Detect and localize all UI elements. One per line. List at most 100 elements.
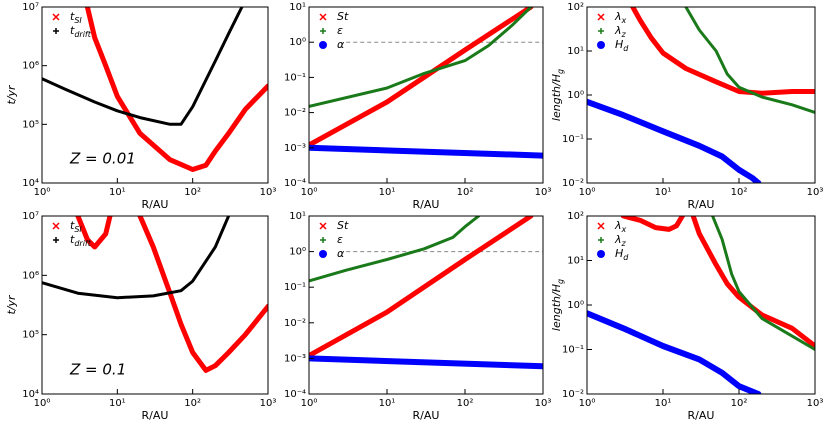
x-tick-label: 10⁰ [579,187,596,198]
x-tick-label: 10⁰ [34,398,51,409]
y-tick-label: 10⁻¹ [562,134,584,145]
annotation: Z = 0.01 [69,150,136,168]
series-line [309,7,534,148]
x-tick-label: 10¹ [379,187,396,198]
x-axis-label: R/AU [142,198,169,211]
legend-sub: drift [74,239,91,248]
legend-name: t [70,219,75,232]
y-axis-label-sub: g [556,279,565,284]
y-tick-label: 10⁶ [22,270,39,281]
x-tick-label: 10⁰ [34,187,51,198]
y-tick-label: 10⁻⁴ [284,178,306,189]
y-tick-label: 10⁵ [22,330,39,341]
annotation: Z = 0.1 [69,361,126,379]
legend-sub: x [621,16,627,25]
series-line [587,98,762,183]
legend-name: λ [614,10,622,23]
x-tick-label: 10⁰ [301,398,318,409]
x-tick-label: 10⁰ [579,398,596,409]
legend-label: Hd [615,247,629,262]
legend-marker [52,13,60,21]
legend-marker [597,250,605,258]
y-tick-label: 10⁻¹ [562,345,584,356]
legend-label: α [337,247,345,260]
series-line [309,7,533,108]
plot-area [587,7,815,183]
legend-label: ε [337,24,343,37]
x-tick-label: 10³ [807,187,824,198]
legend-sub: drift [74,30,91,39]
y-axis-label-main: length/H [550,284,563,331]
series-line [84,7,268,172]
y-tick-label: 10⁰ [567,300,584,311]
legend-label: λz [614,233,627,248]
plot-area [309,7,543,159]
legend-name: α [337,38,345,51]
y-tick-label: 10⁷ [22,211,39,222]
x-tick-label: 10² [184,187,201,198]
series-line [75,216,268,373]
legend-label: tSI [70,10,82,25]
legend-name: λ [614,219,622,232]
legend-sub: z [621,239,627,248]
y-tick-label: 10⁻¹ [284,282,306,293]
x-tick-label: 10² [731,187,748,198]
legend-marker [598,28,604,34]
series-line [42,216,231,300]
legend-marker [319,41,327,49]
legend-label: tdrift [70,24,92,39]
legend-name: ε [337,24,343,37]
y-tick-label: 10⁰ [289,37,306,48]
y-tick-label: 10⁻² [284,108,306,119]
legend-sub: SI [74,225,82,234]
plot-area [42,7,268,172]
x-tick-label: 10³ [807,398,824,409]
y-tick-label: 10² [567,2,584,13]
y-tick-label: 10⁻² [562,178,584,189]
y-tick-label: 10¹ [289,211,306,222]
y-axis-label: length/Hg [550,69,565,121]
legend-marker [597,222,605,230]
x-tick-label: 10¹ [109,398,126,409]
legend-label: ε [337,233,343,246]
legend-label: λx [614,10,627,25]
axes-frame [41,215,269,395]
y-tick-label: 10⁻³ [284,143,306,154]
y-tick-label: 10⁰ [567,90,584,101]
y-tick-label: 10² [567,211,584,222]
legend-marker [319,13,327,21]
y-axis-label-main: t/yr [5,294,18,315]
y-tick-label: 10⁻² [562,389,584,400]
y-tick-label: 10⁶ [22,61,39,72]
legend-label: α [337,38,345,51]
y-tick-label: 10⁻² [284,318,306,329]
x-tick-label: 10¹ [379,398,396,409]
legend-marker [319,250,327,258]
plot-area [587,216,815,394]
legend-label: λz [614,24,627,39]
series-line [684,7,815,114]
axes-frame [41,6,269,184]
y-tick-label: 10⁻⁴ [284,389,306,400]
legend-marker [597,13,605,21]
y-tick-label: 10¹ [289,2,306,13]
legend-label: St [337,219,349,232]
legend-name: λ [614,233,622,246]
x-tick-label: 10² [184,398,201,409]
x-tick-label: 10² [731,398,748,409]
legend-name: t [70,233,75,246]
legend-marker [53,237,59,243]
series-line [309,216,534,359]
plot-area [42,216,268,373]
legend-marker [53,28,59,34]
y-axis-label: t/yr [5,84,18,105]
x-tick-label: 10² [457,398,474,409]
y-tick-label: 10⁴ [22,178,39,189]
x-tick-label: 10¹ [109,187,126,198]
legend-label: tdrift [70,233,92,248]
legend-sub: x [621,225,627,234]
